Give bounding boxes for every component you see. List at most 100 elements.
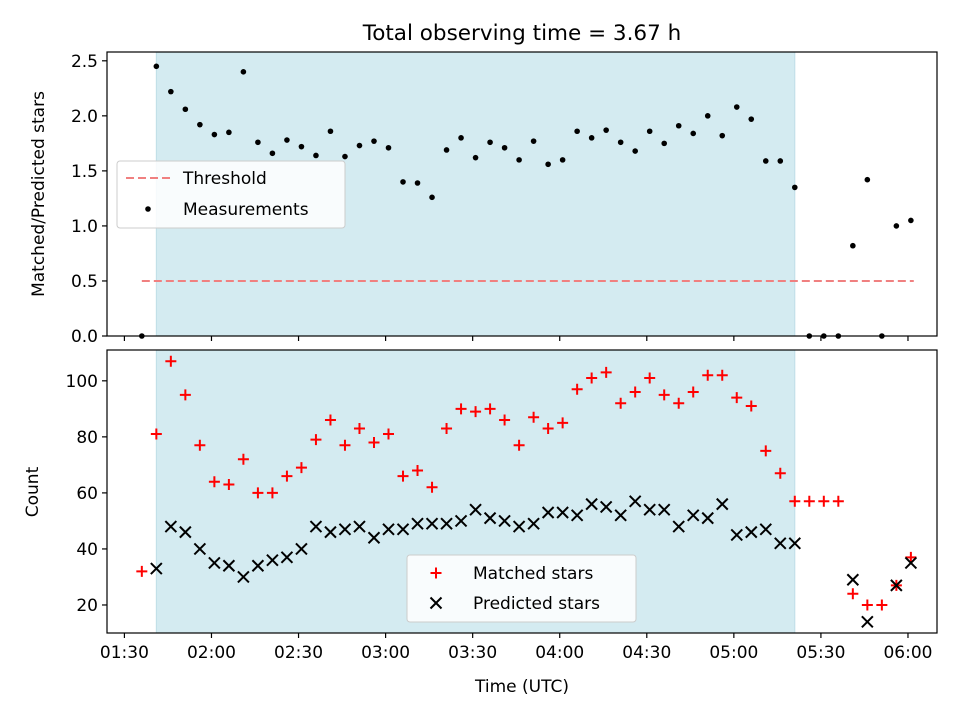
measurements-point [791,184,798,191]
measurements-point [371,138,377,144]
predicted-stars-point [904,556,918,570]
measurements-point [197,121,203,128]
matched-stars-point [295,462,307,474]
legend-predicted-swatch [429,596,443,610]
measurements-point [675,122,682,129]
x-tick-label: 02:30 [274,643,323,663]
matched-stars-point [905,551,917,563]
matched-stars-point [615,397,627,409]
matched-stars-point [731,392,743,404]
measurements-point [646,128,653,135]
predicted-stars-point [570,509,584,522]
predicted-stars-point [469,503,482,516]
matched-stars-point [702,369,714,381]
axes-frame [106,51,938,337]
predicted-stars-point [324,525,337,539]
matched-stars-point [165,355,177,367]
x-tick-label: 05:30 [796,643,845,663]
measurements-point [530,138,537,144]
predicted-stars-point [222,559,236,572]
measurements-point [240,69,247,75]
predicted-stars-point [614,509,627,522]
measurements-point [893,223,900,229]
y-tick-label: 0.0 [71,327,98,347]
predicted-stars-point [237,570,250,584]
legend-label: Threshold [182,169,267,189]
matched-stars-point [237,453,249,465]
measurements-point [704,113,711,119]
matched-stars-point [136,565,148,577]
matched-stars-point [368,436,380,448]
matched-stars-point [426,481,438,493]
x-tick-label: 04:00 [535,643,584,663]
matched-stars-point [600,366,612,378]
y-tick-label: 1.5 [71,162,98,182]
predicted-stars-point [251,559,265,572]
predicted-stars-point [295,542,308,556]
matched-stars-point [542,422,554,434]
matched-stars-point [803,495,815,507]
matched-stars-point [557,417,569,429]
y-tick-label: 2.0 [71,107,98,127]
matched-stars-point [571,383,583,395]
predicted-stars-point [672,520,685,533]
measurements-point [313,152,319,159]
x-tick-label: 03:30 [448,643,497,663]
measurements-point [908,217,914,224]
predicted-stars-point [425,517,439,530]
measurements-point [168,88,174,95]
measurements-point [762,158,769,164]
predicted-stars-point [483,511,497,525]
matched-stars-point [818,495,830,507]
predicted-stars-point [338,523,352,536]
measurements-point [733,104,740,110]
measurements-point [327,128,334,135]
matched-stars-point [644,372,656,384]
measurements-point [850,242,856,249]
measurements-point [748,116,755,122]
matched-stars-point [484,403,496,415]
matched-stars-point [832,495,844,507]
matched-stars-point [774,467,786,479]
legend-label: Predicted stars [473,594,600,614]
x-tick-label: 03:00 [361,643,410,663]
matched-stars-point [150,428,162,440]
predicted-stars-point [396,523,410,536]
predicted-stars-point [353,520,366,533]
legend-measurements-swatch [145,206,151,212]
matched-stars-point [513,439,525,451]
measurements-point [574,128,580,135]
matched-stars-point [586,372,598,384]
predicted-stars-point [382,523,395,536]
bottom-y-axis-label: Count [23,466,43,517]
matched-stars-point [789,495,801,507]
x-tick-label: 05:00 [709,643,758,663]
measurements-point [777,158,784,164]
x-tick-label: 06:00 [883,643,932,663]
matched-stars-point [179,389,191,401]
predicted-stars-point [280,551,294,564]
predicted-stars-point [599,500,613,514]
matched-stars-point [397,470,409,482]
top-y-axis-label: Matched/Predicted stars [29,91,49,297]
measurements-point [356,142,363,149]
y-tick-label: 60 [76,484,98,504]
predicted-stars-point [643,503,656,516]
y-tick-label: 20 [76,596,98,616]
predicted-stars-point [861,615,874,628]
measurements-point [269,150,276,157]
matched-stars-point [470,406,482,418]
matched-stars-point [687,386,699,398]
measurements-point [429,194,435,201]
predicted-stars-point [179,525,192,539]
matched-stars-point [441,422,453,434]
matched-stars-point [716,369,728,381]
measurements-point [458,135,464,141]
predicted-stars-point [745,525,758,539]
measurements-point [719,132,726,139]
measurements-point [226,129,232,136]
measurements-point [211,131,218,138]
predicted-stars-point [701,511,714,525]
measurements-point [443,147,450,153]
